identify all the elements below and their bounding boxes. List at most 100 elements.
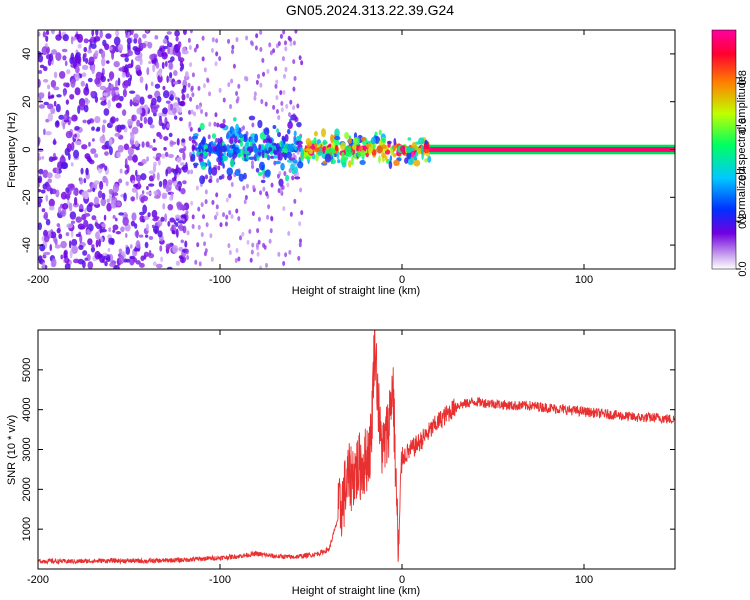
heatmap-cell: [167, 220, 171, 227]
heatmap-carrier-core: [429, 147, 675, 152]
heatmap-cell: [48, 205, 55, 211]
heatmap-cell: [289, 41, 293, 47]
heatmap-cell: [97, 190, 103, 199]
heatmap-cell: [94, 50, 99, 57]
heatmap-cell: [166, 31, 172, 35]
heatmap-cell: [122, 88, 127, 98]
heatmap-cell: [235, 37, 239, 43]
heatmap-cell: [392, 152, 397, 158]
heatmap-cell: [235, 248, 239, 254]
heatmap-cell: [93, 180, 100, 185]
heatmap-cell: [38, 168, 44, 175]
heatmap-cell: [234, 257, 238, 263]
heatmap-cell: [143, 251, 150, 258]
heatmap-cell: [135, 169, 138, 177]
heatmap-y-tick-label: -40: [21, 237, 33, 253]
heatmap-cell: [56, 223, 61, 228]
heatmap-cell: [284, 252, 288, 258]
heatmap-cell: [378, 129, 382, 136]
heatmap-cell: [424, 158, 428, 163]
heatmap-cell: [158, 112, 163, 118]
heatmap-cell: [215, 192, 219, 198]
heatmap-cell: [194, 259, 198, 265]
heatmap-cell: [296, 121, 302, 128]
heatmap-cell: [86, 119, 91, 125]
heatmap-cell: [288, 168, 292, 174]
heatmap-cell: [294, 30, 298, 34]
heatmap-cell: [267, 204, 271, 210]
heatmap-cell: [285, 103, 289, 109]
heatmap-cell: [235, 90, 239, 96]
heatmap-cell: [283, 40, 287, 46]
heatmap-cell: [75, 216, 82, 223]
heatmap-cell: [246, 239, 250, 245]
heatmap-cell: [251, 164, 255, 170]
heatmap-cell: [94, 222, 99, 227]
heatmap-cell: [154, 35, 159, 40]
heatmap-cell: [263, 127, 270, 136]
heatmap-cell: [257, 239, 261, 245]
heatmap-cell: [322, 160, 327, 165]
heatmap-cell: [304, 148, 311, 152]
heatmap-cell: [179, 204, 187, 211]
heatmap-cell: [189, 30, 193, 34]
heatmap-cell: [170, 56, 175, 62]
heatmap-cell: [82, 260, 86, 269]
heatmap-cell: [77, 105, 81, 115]
heatmap-cell: [81, 144, 88, 150]
heatmap-x-tick-label: -200: [27, 274, 49, 286]
heatmap-cell: [165, 184, 170, 193]
heatmap-cell: [266, 68, 270, 74]
heatmap-cell: [241, 231, 245, 237]
heatmap-cell: [177, 220, 184, 224]
heatmap-cell: [282, 30, 286, 35]
heatmap-cell: [277, 153, 280, 161]
heatmap-cell: [138, 234, 144, 238]
heatmap-cell: [43, 65, 48, 72]
heatmap-cell: [264, 170, 271, 178]
heatmap-cell: [352, 143, 357, 150]
heatmap-cell: [293, 75, 297, 81]
colorbar-label: Normalized spectral amplitude: [736, 76, 748, 224]
heatmap-cell: [103, 108, 110, 116]
heatmap-cell: [305, 138, 312, 146]
snr-y-tick-label: 4000: [21, 397, 33, 421]
heatmap-cell: [119, 168, 123, 174]
heatmap-cell: [167, 46, 171, 55]
heatmap-cell: [237, 83, 241, 89]
heatmap-cell: [155, 263, 163, 269]
heatmap-cell: [142, 195, 149, 202]
heatmap-cell: [164, 151, 169, 158]
heatmap-cell: [279, 90, 283, 96]
heatmap-cell: [371, 149, 377, 156]
heatmap-y-ticks: -40 -20 0 20 40: [21, 48, 675, 253]
heatmap-cell: [226, 167, 234, 176]
heatmap-x-ticks: -200 -100 0 100: [27, 30, 593, 286]
heatmap-cell: [140, 115, 143, 122]
heatmap-cell: [280, 162, 285, 171]
heatmap-cell: [109, 46, 113, 51]
heatmap-cell: [105, 60, 110, 64]
heatmap-cell: [227, 38, 231, 44]
heatmap-cell: [69, 202, 73, 212]
heatmap-cell: [195, 43, 199, 49]
heatmap-cell: [162, 45, 169, 50]
heatmap-cell: [370, 143, 374, 153]
heatmap-cell: [304, 151, 309, 157]
heatmap-cell: [69, 93, 75, 100]
heatmap-cell: [55, 52, 62, 61]
heatmap-cell: [167, 102, 171, 112]
heatmap-cell: [174, 214, 181, 219]
heatmap-cell: [214, 146, 218, 153]
heatmap-cell: [60, 191, 68, 200]
heatmap-cell: [413, 155, 417, 160]
heatmap-cell: [292, 159, 298, 164]
heatmap-cell: [127, 118, 134, 126]
heatmap-cell: [376, 145, 383, 154]
heatmap-cell: [281, 185, 285, 191]
heatmap-cell: [85, 57, 89, 64]
heatmap-cell: [175, 222, 179, 227]
heatmap-cell: [141, 190, 145, 195]
heatmap-cell: [114, 217, 118, 222]
heatmap-cell: [104, 43, 110, 51]
